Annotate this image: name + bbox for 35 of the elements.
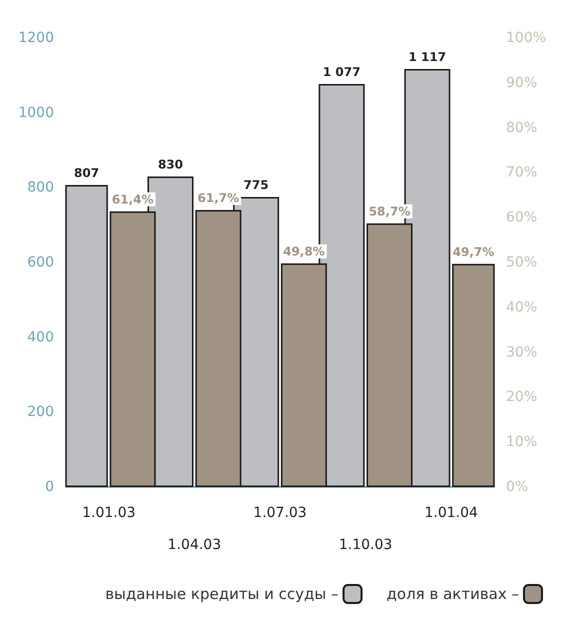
data-label: 49,7% bbox=[452, 244, 494, 259]
x-tick-label: 1.01.03 bbox=[82, 505, 136, 521]
y2-tick-label: 40% bbox=[506, 299, 538, 316]
data-label: 49,8% bbox=[283, 244, 325, 258]
legend-label: выданные кредиты и ссуды – bbox=[105, 585, 339, 603]
legend-label: доля в активах – bbox=[386, 585, 519, 603]
x-tick-label: 1.04.03 bbox=[168, 537, 222, 553]
y-tick-label: 800 bbox=[27, 180, 54, 196]
x-tick-label: 1.01.04 bbox=[424, 505, 478, 521]
x-tick-label: 1.07.03 bbox=[253, 505, 307, 521]
y-tick-label: 600 bbox=[27, 254, 54, 270]
data-label: 807 bbox=[74, 166, 100, 180]
y-tick-label: 1200 bbox=[18, 30, 54, 46]
x-tick-label: 1.10.03 bbox=[338, 537, 392, 553]
y2-tick-label: 20% bbox=[506, 389, 538, 406]
data-label: 830 bbox=[158, 157, 184, 172]
y2-tick-label: 0% bbox=[506, 479, 528, 495]
y-tick-label: 1000 bbox=[18, 104, 54, 121]
data-label: 1 117 bbox=[408, 50, 446, 64]
data-label: 58,7% bbox=[368, 204, 410, 218]
data-label: 61,4% bbox=[112, 192, 154, 206]
y2-tick-label: 50% bbox=[506, 254, 538, 270]
y-tick-label: 0 bbox=[45, 479, 54, 495]
y2-tick-label: 70% bbox=[506, 164, 538, 181]
y2-tick-label: 30% bbox=[506, 344, 538, 360]
data-label: 61,7% bbox=[198, 190, 240, 205]
y2-tick-label: 60% bbox=[506, 210, 538, 226]
y2-tick-label: 10% bbox=[506, 434, 538, 450]
data-label: 1 077 bbox=[322, 65, 360, 80]
y-tick-label: 400 bbox=[27, 329, 54, 346]
y-tick-label: 200 bbox=[27, 404, 54, 420]
y2-tick-label: 80% bbox=[506, 120, 538, 136]
y2-tick-label: 90% bbox=[506, 74, 538, 91]
y2-tick-label: 100% bbox=[506, 30, 546, 46]
data-label: 775 bbox=[244, 178, 269, 192]
